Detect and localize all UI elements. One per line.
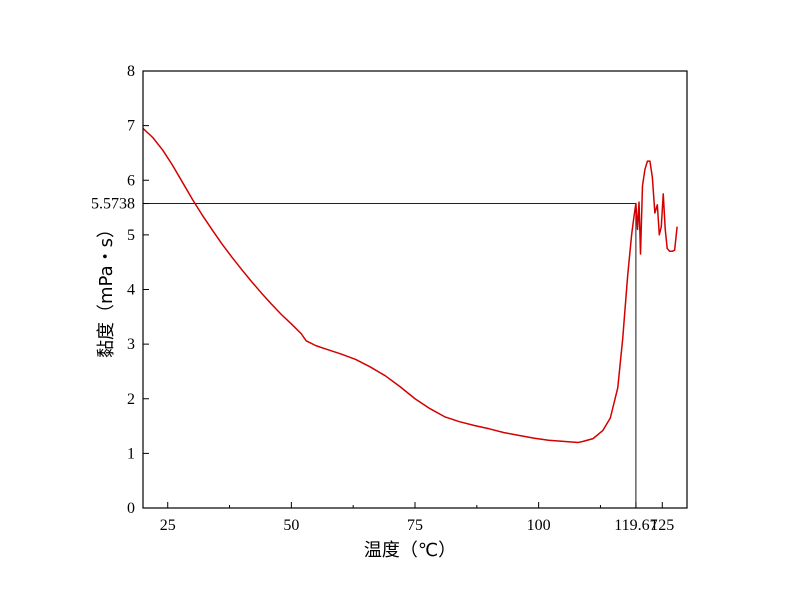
reference-lines bbox=[143, 203, 637, 508]
series-line-1 bbox=[142, 127, 678, 444]
y-tick-label: 1 bbox=[127, 445, 135, 462]
y-tick-label: 8 bbox=[127, 63, 135, 80]
series-layer bbox=[142, 127, 678, 444]
plot-frame bbox=[142, 70, 688, 509]
tick-marks bbox=[143, 70, 663, 509]
x-tick-label: 125 bbox=[650, 517, 674, 534]
y-tick-label: 2 bbox=[127, 391, 135, 408]
x-tick-label: 100 bbox=[527, 517, 551, 534]
y-tick-label: 4 bbox=[127, 282, 135, 299]
x-tick-label: 119.67 bbox=[614, 517, 657, 534]
y-tick-label: 3 bbox=[127, 336, 135, 353]
y-tick-label: 5.5738 bbox=[91, 196, 135, 213]
y-tick-labels: 0 1 2 3 4 5 5.5738 6 7 8 bbox=[91, 63, 135, 517]
x-tick-label: 25 bbox=[160, 517, 176, 534]
y-tick-label: 6 bbox=[127, 172, 135, 189]
y-tick-label: 7 bbox=[127, 118, 135, 135]
x-axis-title: 温度（℃） bbox=[364, 540, 456, 561]
x-tick-label: 75 bbox=[407, 517, 423, 534]
x-tick-label: 50 bbox=[283, 517, 299, 534]
y-tick-label: 5 bbox=[127, 227, 135, 244]
y-axis-title: 黏度（mPa・s） bbox=[96, 220, 117, 358]
y-tick-label: 0 bbox=[127, 500, 135, 517]
